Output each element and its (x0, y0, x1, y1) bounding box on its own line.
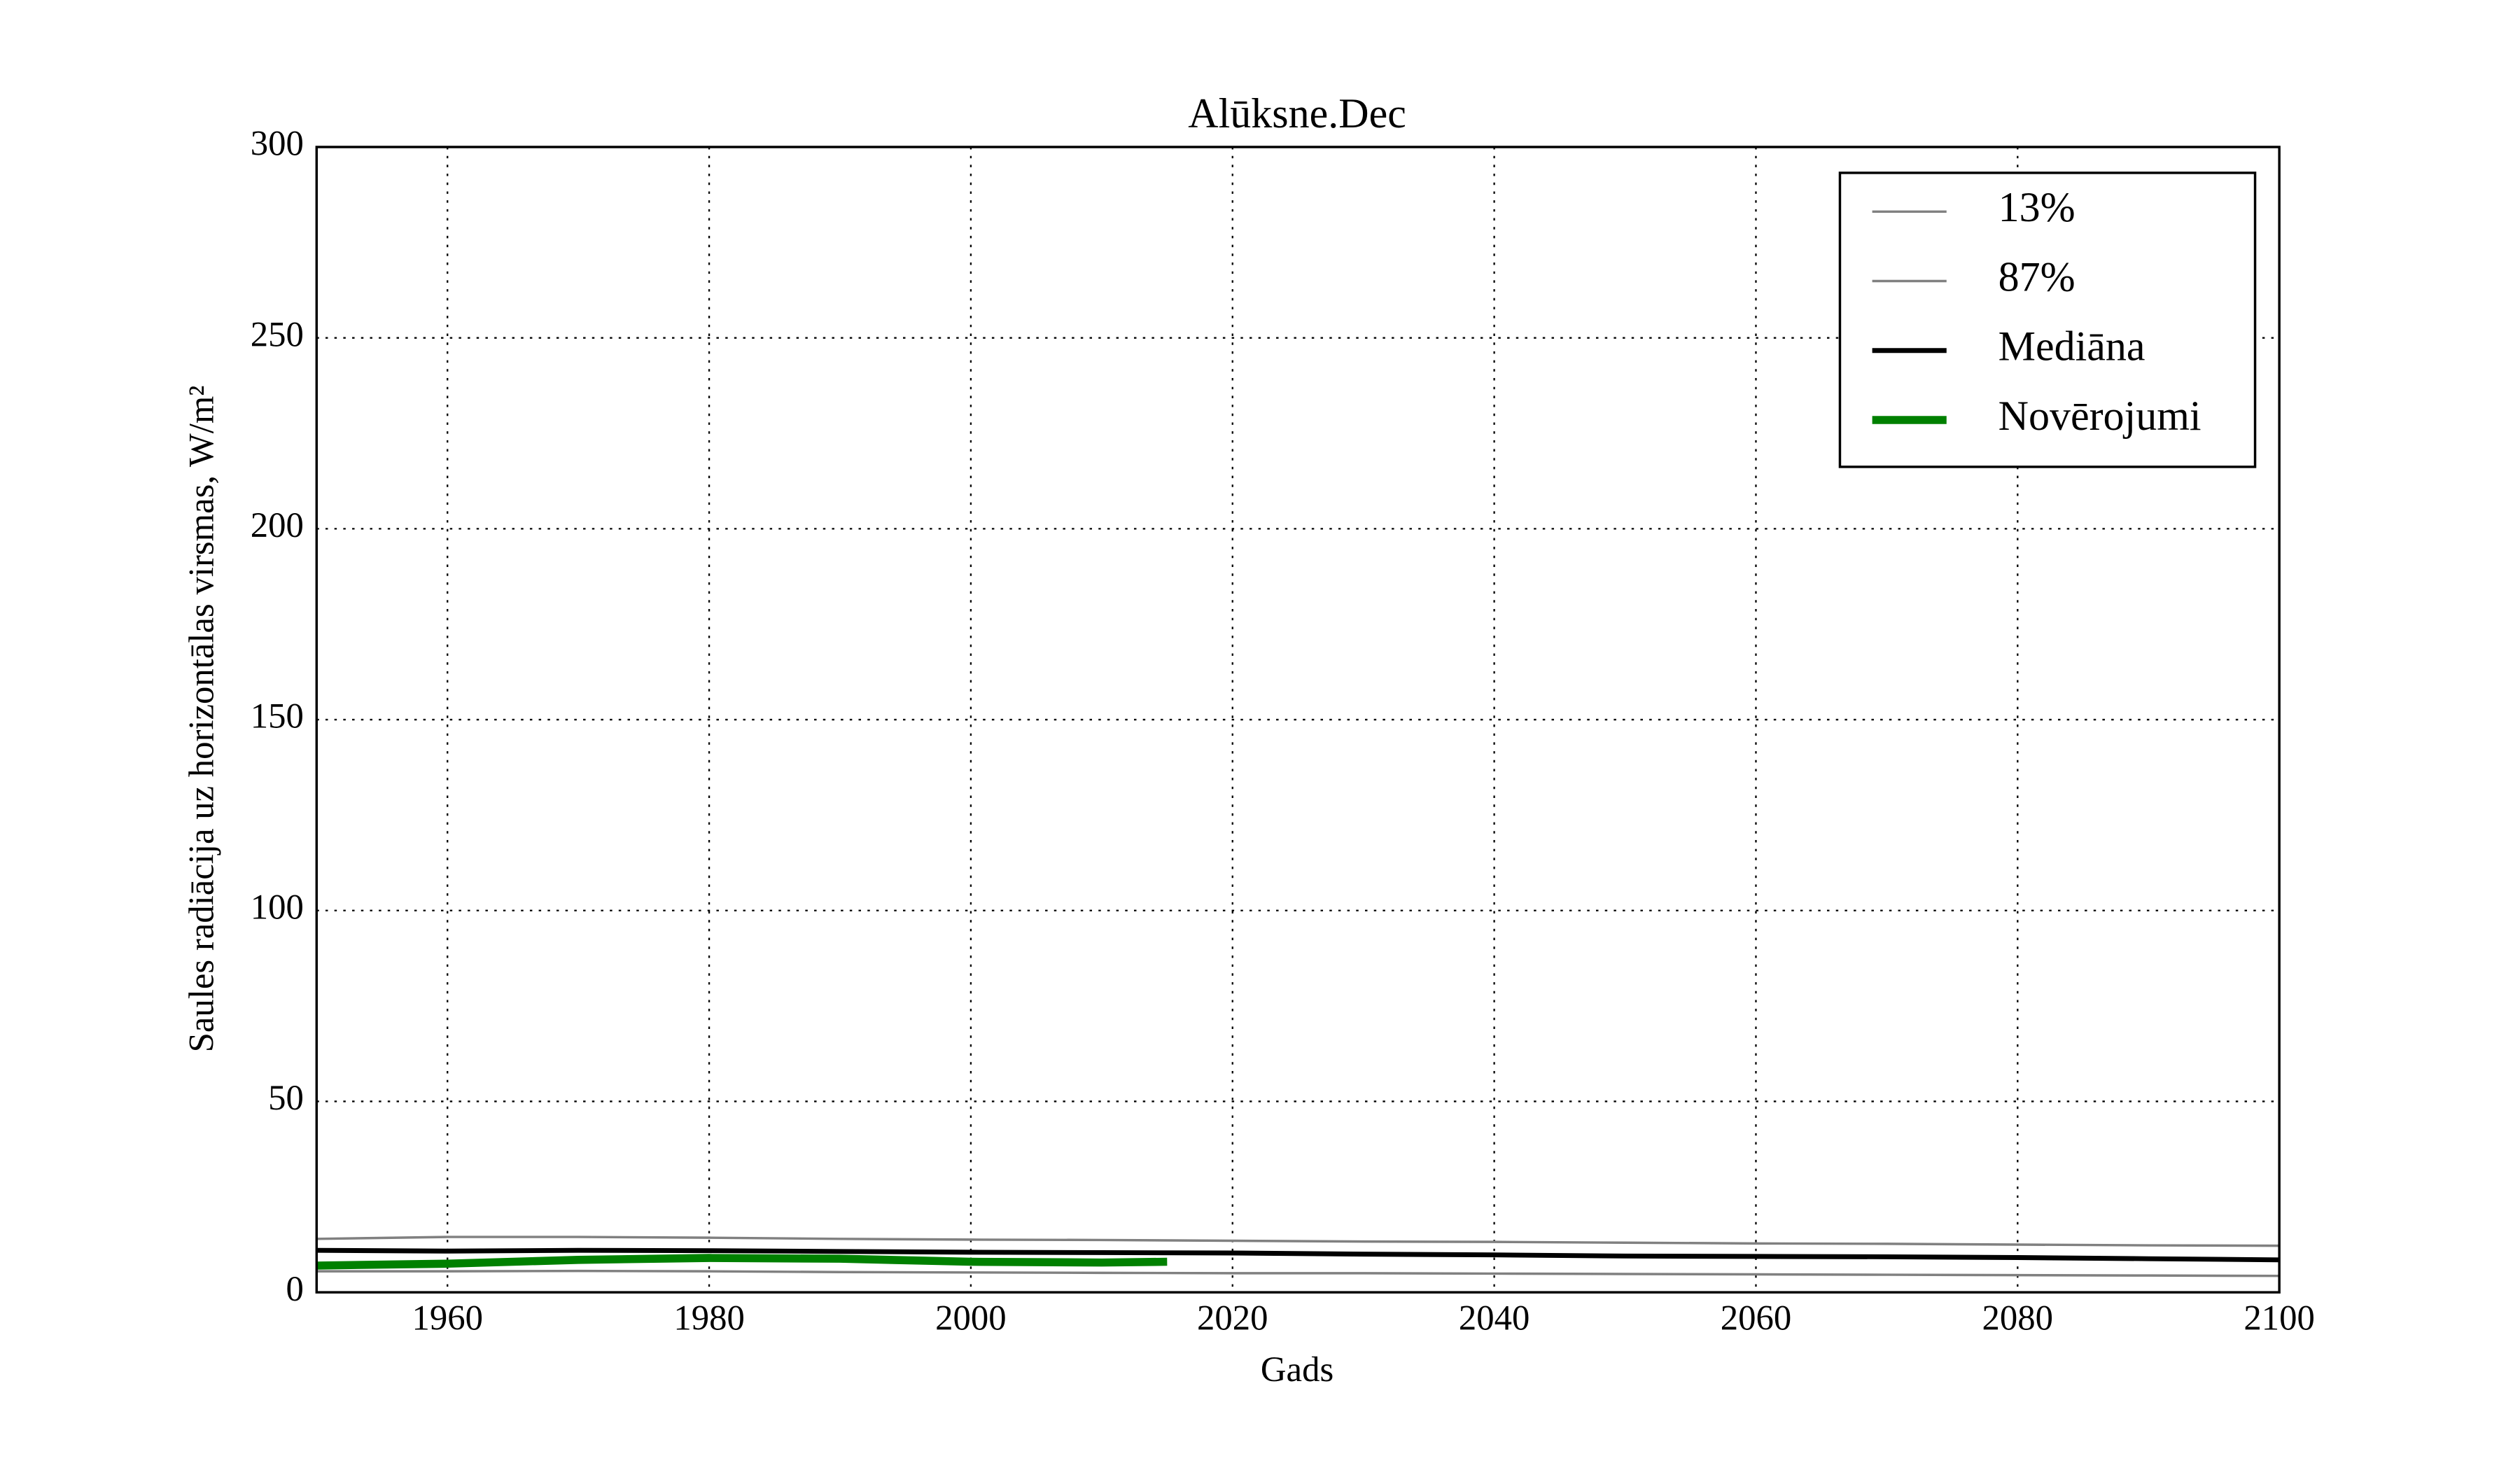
y-tick-label: 150 (251, 696, 304, 736)
y-tick-label: 100 (251, 887, 304, 926)
y-tick-label: 200 (251, 505, 304, 545)
legend-label: 87% (1998, 253, 2076, 300)
x-tick-label: 1980 (673, 1298, 745, 1337)
legend-label: 13% (1998, 184, 2076, 230)
legend-label: Mediāna (1998, 323, 2146, 370)
x-tick-label: 1960 (412, 1298, 483, 1337)
x-axis-label: Gads (1261, 1350, 1334, 1389)
x-tick-label: 2040 (1459, 1298, 1530, 1337)
y-axis-label: Saules radiācija uz horizontālas virsmas… (182, 385, 221, 1052)
chart-title: Alūksne.Dec (1188, 90, 1406, 136)
series-line (316, 1236, 2280, 1247)
x-tick-label: 2020 (1197, 1298, 1268, 1337)
x-tick-label: 2100 (2244, 1298, 2314, 1337)
series-line (316, 1269, 2280, 1278)
y-tick-label: 50 (268, 1078, 304, 1117)
x-tick-label: 2000 (935, 1298, 1007, 1337)
y-tick-label: 300 (251, 124, 304, 163)
x-tick-label: 2060 (1721, 1298, 1792, 1337)
series-line (316, 1247, 2280, 1263)
legend-label: Novērojumi (1998, 393, 2202, 439)
y-tick-label: 250 (251, 314, 304, 354)
y-tick-label: 0 (286, 1269, 303, 1308)
x-tick-label: 2080 (1982, 1298, 2053, 1337)
plot-frame (315, 146, 2281, 1294)
series-line (316, 1254, 1168, 1270)
